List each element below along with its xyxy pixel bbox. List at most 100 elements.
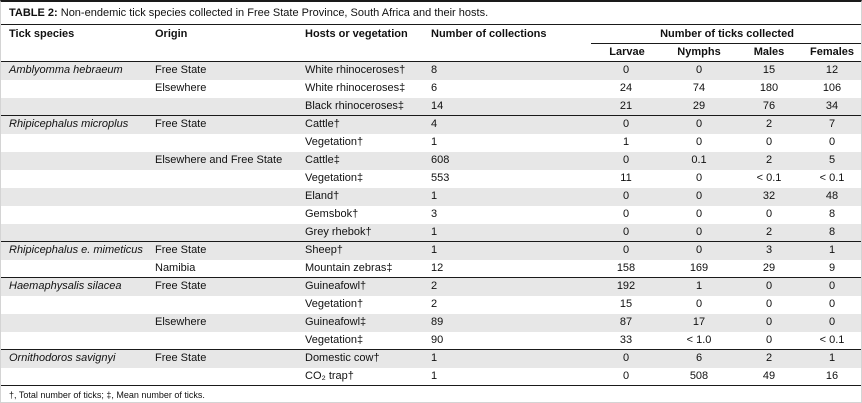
host-cell: White rhinoceroses†: [305, 64, 406, 77]
host-cell: Cattle‡: [305, 154, 340, 166]
species-cell: [1, 206, 149, 224]
table-row: Elsewhere and Free State Cattle‡ 608 0 0.1 2 5: [1, 151, 861, 170]
origin-cell: Elsewhere: [155, 316, 207, 328]
table-header: Tick species Origin Hosts or vegetation …: [1, 25, 861, 62]
females-cell: 1: [801, 241, 861, 260]
origin-cell: [149, 134, 299, 152]
species-cell: Rhipicephalus microplus: [1, 115, 149, 134]
nymphs-cell: 169: [689, 261, 709, 274]
nymphs-cell: 0: [695, 136, 703, 148]
host-cell: CO₂ trap†: [299, 367, 425, 386]
host-cell: Cattle†: [299, 115, 425, 134]
nymphs-cell: 17: [692, 316, 706, 328]
males-cell: 0: [765, 208, 773, 220]
header-row-1: Tick species Origin Hosts or vegetation …: [1, 25, 861, 62]
females-cell: 0: [801, 277, 861, 296]
collections-cell: 1: [425, 349, 591, 368]
females-cell: 12: [825, 64, 839, 77]
collections-cell: 89: [431, 316, 444, 328]
species-cell: [1, 296, 149, 314]
table-row: Vegetation† 1 1 0 0 0: [1, 134, 861, 152]
origin-cell: [149, 224, 299, 242]
species-cell: [1, 80, 149, 98]
host-cell: Vegetation‡: [305, 333, 364, 346]
host-cell: Black rhinoceroses‡: [305, 99, 405, 112]
header-row-2: Larvae Nymphs Males Females: [1, 43, 861, 62]
species-cell: [1, 98, 149, 116]
table-row: Vegetation† 2 15 0 0 0: [1, 296, 861, 314]
nymphs-cell: 0.1: [691, 154, 707, 166]
collections-cell: 3: [431, 208, 438, 220]
nymphs-cell: 0: [695, 64, 703, 77]
species-cell: [1, 367, 149, 386]
larvae-cell: 0: [622, 225, 630, 238]
origin-cell: Free State: [149, 115, 299, 134]
collections-cell: 1: [431, 136, 438, 148]
larvae-cell: 192: [591, 277, 661, 296]
table-footnote: †, Total number of ticks; ‡, Mean number…: [9, 390, 205, 400]
larvae-cell: 11: [620, 172, 632, 184]
collections-cell: 6: [431, 82, 438, 94]
larvae-cell: 21: [619, 99, 633, 112]
table-row: Rhipicephalus e. mimeticus Free State Shee…: [1, 241, 861, 260]
females-cell: 9: [828, 261, 836, 274]
males-cell: 2: [765, 225, 773, 238]
species-cell: Ornithodoros savignyi: [1, 349, 149, 368]
species-cell: Haemaphysalis silacea: [1, 277, 149, 296]
males-cell: 0: [765, 316, 773, 328]
origin-cell: [149, 170, 299, 188]
col-header-females: Females: [801, 43, 861, 62]
table-row: Amblyomma hebraeum Free State White rhinoc…: [1, 61, 861, 80]
collections-cell: 90: [431, 333, 444, 346]
table-row: Vegetation‡ 553 11 0 < 0.1 < 0.1: [1, 170, 861, 188]
host-cell: Vegetation†: [305, 298, 364, 310]
males-cell: 49: [737, 367, 801, 386]
host-cell: Vegetation‡: [305, 172, 364, 184]
table-row: Elsewhere White rhinoceroses‡ 6 24 74 180 106: [1, 80, 861, 98]
males-cell: 0: [765, 298, 773, 310]
col-header-males: Males: [737, 43, 801, 62]
host-cell: Eland†: [305, 190, 340, 202]
females-cell: 34: [825, 99, 839, 112]
collections-cell: 1: [425, 241, 591, 260]
males-cell: 76: [762, 99, 776, 112]
table-row: Grey rhebok† 1 0 0 2 8: [1, 223, 861, 242]
species-cell: [1, 152, 149, 170]
origin-cell: [149, 188, 299, 206]
nymphs-cell: 29: [692, 99, 706, 112]
species-cell: [1, 260, 149, 278]
larvae-cell: 0: [622, 190, 630, 202]
collections-cell: 553: [431, 172, 450, 184]
species-cell: [1, 134, 149, 152]
larvae-cell: 0: [622, 64, 630, 77]
table-number-label: TABLE 2:: [9, 7, 58, 19]
table-row: CO₂ trap† 1 0 508 49 16: [1, 367, 861, 386]
collections-cell: 12: [431, 261, 444, 274]
col-header-collections: Number of collections: [425, 25, 591, 62]
table-body: Amblyomma hebraeum Free State White rhinoc…: [1, 61, 861, 386]
table-row: Vegetation‡ 90 33 < 1.0 0 < 0.1: [1, 332, 861, 350]
males-cell: < 0.1: [756, 172, 782, 184]
females-cell: 0: [828, 136, 836, 148]
species-cell: Amblyomma hebraeum: [9, 64, 123, 77]
nymphs-cell: 0: [695, 208, 703, 220]
table-row: Rhipicephalus microplus Free State Cattle†…: [1, 115, 861, 134]
nymphs-cell: 74: [692, 82, 706, 94]
nymphs-cell: < 1.0: [686, 333, 712, 346]
collections-cell: 8: [431, 64, 438, 77]
table-caption: Non-endemic tick species collected in Fr…: [60, 7, 489, 19]
collections-cell: 2: [425, 277, 591, 296]
nymphs-cell: 6: [661, 349, 737, 368]
origin-cell: Namibia: [155, 261, 196, 274]
collections-cell: 4: [425, 115, 591, 134]
females-cell: < 0.1: [819, 333, 845, 346]
larvae-cell: 0: [622, 154, 630, 166]
males-cell: 2: [737, 115, 801, 134]
females-cell: 8: [828, 208, 836, 220]
col-header-ticks-collected: Number of ticks collected: [591, 25, 861, 44]
table-row: Gemsbok† 3 0 0 0 8: [1, 206, 861, 224]
nymphs-cell: 0: [695, 298, 703, 310]
males-cell: 2: [737, 349, 801, 368]
table-title: TABLE 2: Non-endemic tick species collec…: [1, 2, 861, 25]
col-header-hosts: Hosts or vegetation: [299, 25, 425, 62]
